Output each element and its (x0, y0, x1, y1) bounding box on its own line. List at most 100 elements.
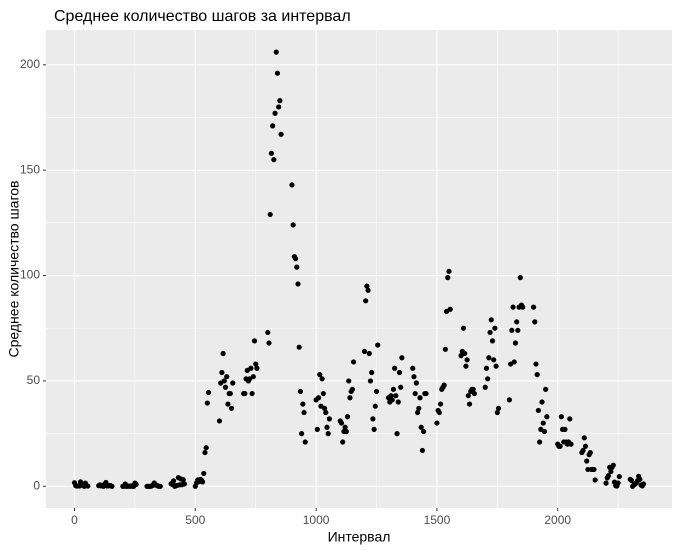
data-point (509, 327, 515, 333)
data-point (181, 481, 188, 487)
data-point (317, 371, 323, 378)
data-point (562, 426, 568, 432)
chart-title: Среднее количество шагов за интервал (54, 8, 351, 25)
data-point (637, 476, 643, 482)
data-point (466, 401, 473, 407)
data-point (587, 449, 593, 456)
data-point (342, 424, 348, 430)
data-point (272, 110, 278, 116)
data-point (254, 365, 260, 371)
data-point (363, 298, 369, 304)
data-point (222, 384, 229, 390)
data-point (206, 389, 212, 396)
data-point (488, 317, 494, 323)
data-point (340, 439, 346, 445)
data-point (365, 287, 371, 293)
data-point (274, 70, 281, 76)
data-point (349, 386, 355, 392)
data-point (227, 390, 233, 397)
data-point (290, 222, 296, 228)
data-point (471, 390, 477, 397)
data-point (276, 104, 282, 110)
data-point (495, 405, 502, 411)
data-point (371, 426, 377, 432)
x-tick-label: 1500 (424, 513, 451, 527)
data-point (514, 319, 520, 325)
data-point (109, 483, 115, 489)
data-point (315, 395, 322, 401)
data-point (278, 131, 284, 137)
data-point (157, 483, 163, 489)
data-point (230, 380, 236, 386)
y-axis-label: Среднее количество шагов (6, 181, 22, 358)
data-point (567, 416, 573, 422)
data-point (265, 329, 271, 336)
data-point (543, 386, 549, 392)
data-point (506, 397, 512, 403)
data-point (270, 123, 276, 129)
data-point (297, 388, 304, 395)
data-point (338, 420, 345, 426)
data-point (251, 338, 258, 344)
data-point (219, 369, 225, 376)
data-point (418, 424, 424, 430)
data-point (605, 473, 612, 479)
data-point (300, 401, 306, 407)
data-point (392, 365, 398, 371)
data-point (540, 420, 546, 426)
x-tick-label: 1000 (303, 513, 330, 527)
data-point (436, 409, 442, 416)
data-point (482, 384, 488, 390)
data-point (441, 382, 447, 388)
data-point (539, 399, 545, 405)
data-point (465, 393, 471, 399)
data-point (369, 369, 375, 376)
data-point (616, 473, 622, 480)
data-point (544, 414, 550, 420)
data-point (423, 390, 429, 397)
x-tick-label: 500 (185, 513, 205, 527)
y-tick-label: 100 (20, 268, 40, 282)
data-point (411, 374, 417, 380)
data-point (442, 346, 448, 352)
data-point (446, 268, 452, 274)
data-point (582, 443, 589, 449)
data-point (271, 157, 277, 163)
data-point (221, 378, 227, 384)
data-point (486, 355, 492, 361)
data-point (343, 428, 349, 435)
data-point (398, 384, 404, 390)
data-point (512, 340, 519, 346)
data-point (295, 281, 301, 287)
data-point (170, 478, 177, 484)
data-point (224, 374, 230, 380)
data-point (541, 428, 548, 435)
data-point (447, 306, 453, 312)
data-point (591, 466, 597, 473)
data-point (511, 359, 517, 365)
data-point (510, 304, 516, 310)
y-tick-label: 200 (20, 57, 40, 71)
data-point (462, 350, 468, 357)
data-point (296, 344, 302, 350)
data-point (324, 424, 330, 430)
data-point (273, 49, 279, 55)
data-point (489, 338, 496, 344)
data-point (396, 369, 403, 376)
data-point (225, 401, 231, 407)
data-point (483, 365, 490, 371)
data-point (515, 327, 521, 333)
data-point (640, 481, 647, 487)
data-point (294, 264, 300, 270)
data-point (216, 418, 223, 424)
data-point (417, 395, 423, 401)
data-point (220, 350, 226, 357)
data-point (389, 397, 395, 403)
data-point (202, 449, 208, 456)
data-point (493, 363, 499, 369)
data-point (346, 378, 352, 384)
data-point (249, 390, 255, 397)
data-point (437, 401, 444, 407)
data-point (375, 342, 381, 348)
